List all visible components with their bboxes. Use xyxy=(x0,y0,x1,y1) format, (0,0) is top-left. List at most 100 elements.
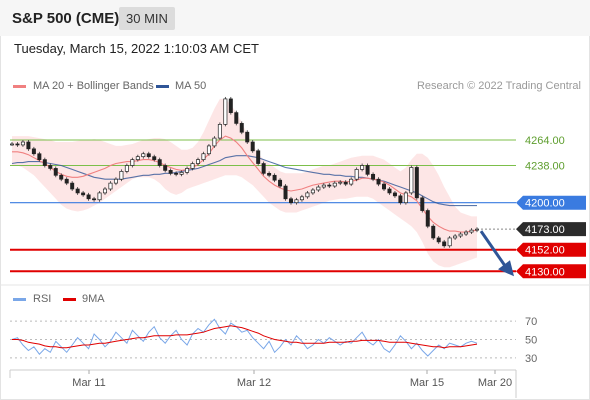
symbol-title: S&P 500 (CME) xyxy=(12,10,120,27)
candle-body xyxy=(212,137,217,147)
candle-body xyxy=(299,196,304,201)
candle-body xyxy=(168,170,173,174)
candle-body xyxy=(343,181,348,185)
candle-body xyxy=(267,172,272,176)
candle-body xyxy=(185,168,190,173)
candle-body xyxy=(42,159,47,166)
candle-body xyxy=(86,194,91,200)
candle-body xyxy=(371,173,376,180)
candle-body xyxy=(206,145,211,155)
candle-body xyxy=(92,198,97,201)
candle-body xyxy=(10,143,14,146)
rsi-level-label-50: 50 xyxy=(525,335,537,347)
level-tag-4152.00 xyxy=(516,242,586,257)
candle-body xyxy=(475,228,479,231)
candle-body xyxy=(425,210,430,227)
candle-body xyxy=(196,159,200,164)
rsi-line xyxy=(11,318,478,357)
ma50-legend-swatch xyxy=(156,85,169,88)
candle-body xyxy=(250,141,255,152)
rsi-legend-swatch xyxy=(13,298,26,301)
candle-body xyxy=(403,192,408,204)
rsi-level-label-30: 30 xyxy=(525,353,537,365)
x-tick-label: Mar 20 xyxy=(478,377,512,389)
candle-body xyxy=(113,178,118,184)
candle-body xyxy=(217,124,222,139)
level-label-4200.00: 4200.00 xyxy=(525,198,565,210)
candle-body xyxy=(163,165,168,171)
candle-body xyxy=(316,186,321,191)
candle-body xyxy=(141,153,146,158)
candle-body xyxy=(294,199,299,204)
candle-body xyxy=(453,235,458,239)
level-tag-4130.00 xyxy=(516,264,586,279)
candle-body xyxy=(310,189,315,194)
candle-body xyxy=(108,182,113,190)
candle-body xyxy=(256,150,261,164)
candle-body xyxy=(447,237,452,247)
candle-body xyxy=(387,188,392,194)
rsi-ma-legend-label: 9MA xyxy=(82,293,105,305)
candle-body xyxy=(157,159,162,166)
forecast-arrow-shaft xyxy=(479,230,508,269)
candle-body xyxy=(228,98,233,113)
header-bar xyxy=(0,0,590,36)
candle-body xyxy=(360,165,365,170)
candle-body xyxy=(223,98,228,125)
x-tick-label: Mar 11 xyxy=(72,377,105,389)
candle-body xyxy=(431,225,436,239)
level-label-4152.00: 4152.00 xyxy=(525,245,565,257)
candle-body xyxy=(409,167,414,194)
candle-body xyxy=(305,192,310,198)
rsi-ma-line xyxy=(12,325,478,349)
candle-body xyxy=(414,167,419,199)
level-label-4238.00: 4238.00 xyxy=(525,161,565,173)
x-tick-label: Mar 12 xyxy=(237,377,271,389)
candle-body xyxy=(152,156,157,160)
candle-body xyxy=(332,182,337,187)
rsi-legend-label: RSI xyxy=(33,293,52,305)
datetime-label: Tuesday, March 15, 2022 1:10:03 AM CET xyxy=(14,41,259,56)
candle-body xyxy=(130,159,135,166)
level-label-4264.00: 4264.00 xyxy=(525,135,565,147)
candle-body xyxy=(338,181,343,184)
x-tick-label: Mar 15 xyxy=(410,377,444,389)
candle-body xyxy=(64,178,69,184)
ma20-line xyxy=(12,135,478,233)
candle-body xyxy=(201,153,206,160)
candle-body xyxy=(48,165,53,169)
candle-body xyxy=(26,141,31,150)
candle-body xyxy=(239,123,244,133)
candle-body xyxy=(53,168,58,176)
candle-body xyxy=(392,192,397,197)
candle-body xyxy=(365,165,370,175)
candle-body xyxy=(327,184,332,187)
candle-body xyxy=(75,188,80,194)
level-label-4130.00: 4130.00 xyxy=(525,266,565,278)
candle-body xyxy=(190,163,195,169)
candle-body xyxy=(278,179,283,187)
rsi-level-label-70: 70 xyxy=(525,316,537,328)
level-tag-4200.00 xyxy=(516,195,586,210)
candle-body xyxy=(179,172,184,175)
ma20-legend-label: MA 20 + Bollinger Bands xyxy=(33,80,154,92)
candle-body xyxy=(234,112,239,124)
candle-body xyxy=(464,231,469,235)
timeframe-button[interactable]: 30 MIN xyxy=(119,7,175,30)
ma50-line xyxy=(11,155,477,207)
candle-body xyxy=(97,192,102,201)
rsi-ma-legend-swatch xyxy=(63,298,76,301)
candle-body xyxy=(469,229,474,233)
candle-body xyxy=(382,183,386,190)
candle-body xyxy=(59,174,64,180)
candle-body xyxy=(442,241,447,247)
credit-label: Research © 2022 Trading Central xyxy=(416,80,581,92)
candle-body xyxy=(20,141,25,146)
candle-body xyxy=(376,178,381,185)
bollinger-band xyxy=(12,98,477,268)
candle-body xyxy=(436,237,441,243)
candle-body xyxy=(15,143,20,146)
candle-body xyxy=(272,174,277,181)
candle-body xyxy=(119,171,124,180)
candle-body xyxy=(321,184,326,188)
